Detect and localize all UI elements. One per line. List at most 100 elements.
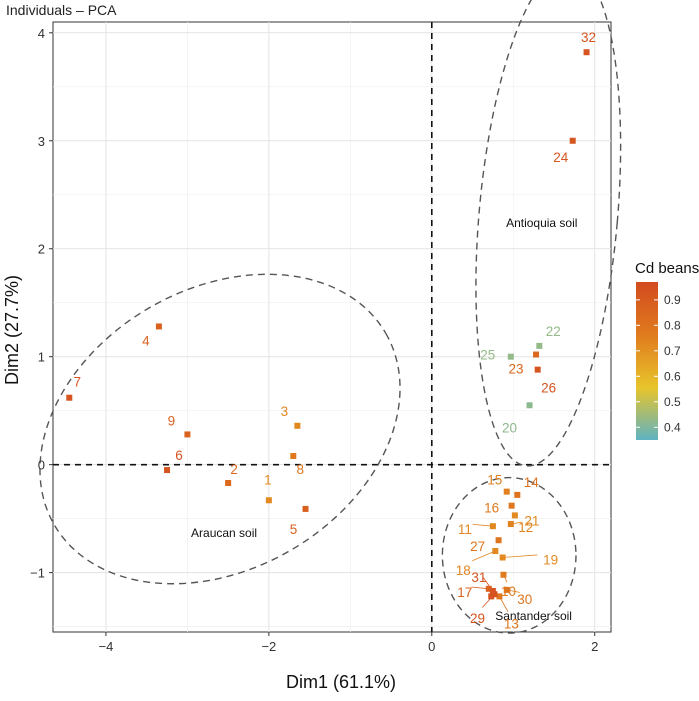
point-label: 18	[456, 563, 471, 578]
data-point	[511, 512, 518, 519]
data-point	[491, 591, 498, 598]
data-point	[503, 488, 510, 495]
point-label: 4	[142, 333, 150, 348]
data-point	[507, 353, 514, 360]
group-ellipse-santander-soil	[441, 476, 577, 634]
point-label: 1	[264, 472, 272, 487]
data-point	[508, 502, 515, 509]
data-point	[507, 521, 514, 528]
reference-lines	[53, 22, 611, 632]
y-tick-label: 1	[38, 350, 45, 365]
colorbar-tick-label: 0.5	[664, 395, 681, 409]
data-point	[294, 422, 301, 429]
colorbar-tick-label: 0.6	[664, 369, 681, 383]
colorbar-tick-label: 0.4	[664, 420, 681, 434]
data-point	[583, 49, 590, 56]
point-label: 8	[297, 462, 305, 477]
data-point	[536, 342, 543, 349]
x-axis-title: Dim1 (61.1%)	[286, 672, 396, 692]
y-tick-label: 4	[38, 26, 45, 41]
plot-panel	[52, 21, 612, 633]
point-label: 29	[470, 611, 485, 626]
point-label: 32	[581, 30, 596, 45]
data-point	[526, 402, 533, 409]
x-tick-label: −4	[99, 639, 114, 654]
data-point	[496, 593, 503, 600]
data-point	[164, 467, 171, 474]
point-label: 15	[487, 473, 502, 488]
point-label: 17	[457, 585, 472, 600]
colorbar-title: Cd beans	[635, 260, 699, 277]
point-label: 30	[517, 592, 532, 607]
point-label: 10	[501, 584, 516, 599]
data-point	[184, 431, 191, 438]
group-ellipses	[39, 0, 622, 634]
point-label: 25	[480, 348, 495, 363]
point-label: 7	[74, 375, 82, 390]
point-label: 13	[504, 616, 519, 631]
data-point	[500, 571, 507, 578]
point-label: 16	[484, 501, 499, 516]
data-point	[499, 554, 506, 561]
data-point	[533, 351, 540, 358]
data-point	[302, 505, 309, 512]
point-label: 5	[290, 522, 298, 537]
data-point	[489, 587, 496, 594]
data-point	[225, 480, 232, 487]
point-label: 19	[543, 553, 558, 568]
point-label: 9	[168, 413, 176, 428]
label-leader-line	[472, 523, 493, 527]
group-label: Antioquia soil	[506, 216, 577, 230]
point-label: 21	[524, 513, 539, 528]
point-label: 11	[458, 522, 472, 537]
data-point	[155, 323, 162, 330]
point-label: 3	[281, 404, 289, 419]
y-axis-title: Dim2 (27.7%)	[2, 275, 22, 385]
data-point	[503, 586, 510, 593]
group-label: Araucan soil	[191, 526, 257, 540]
data-point	[265, 497, 272, 504]
data-point	[569, 137, 576, 144]
y-tick-label: 2	[38, 242, 45, 257]
x-tick-label: 2	[591, 639, 598, 654]
point-label: 24	[553, 150, 569, 165]
data-point	[534, 366, 541, 373]
data-point	[492, 548, 499, 555]
data-point	[489, 523, 496, 530]
data-points	[66, 49, 590, 600]
data-point	[488, 593, 495, 600]
data-point	[290, 453, 297, 460]
group-labels: Araucan soil Antioquia soil Santander soil	[191, 216, 577, 623]
point-label: 6	[175, 448, 183, 463]
data-point	[485, 585, 492, 592]
point-label: 20	[502, 420, 517, 435]
colorbar	[636, 282, 658, 440]
group-label: Santander soil	[495, 609, 572, 623]
label-leader-line	[502, 554, 538, 558]
y-tick-label: −1	[30, 566, 45, 581]
y-tick-label: 0	[38, 458, 45, 473]
group-ellipse-antioquia-soil	[475, 0, 622, 467]
group-ellipse-araucan-soil	[39, 273, 401, 585]
y-tick-label: 3	[38, 134, 45, 149]
x-tick-label: −2	[261, 639, 276, 654]
point-label: 27	[470, 539, 485, 554]
point-label: 22	[546, 324, 561, 339]
point-label: 12	[518, 520, 533, 535]
label-leader-line	[472, 550, 496, 562]
colorbar-tick-label: 0.9	[664, 293, 681, 307]
point-label: 23	[509, 362, 524, 377]
x-tick-label: 0	[428, 639, 435, 654]
point-label: 14	[524, 475, 540, 490]
colorbar-legend: Cd beans 0.4 0.5 0.6 0.7 0.8 0.9	[635, 260, 699, 440]
point-label: 2	[230, 462, 238, 477]
chart-title: Individuals – PCA	[6, 2, 117, 18]
point-label: 26	[541, 381, 556, 396]
data-point	[495, 537, 502, 544]
point-label: 31	[471, 570, 486, 585]
colorbar-tick-label: 0.8	[664, 318, 681, 332]
